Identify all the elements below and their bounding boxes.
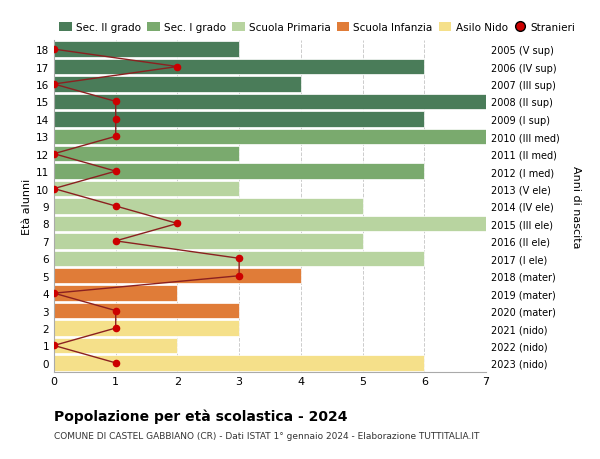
Y-axis label: Età alunni: Età alunni: [22, 179, 32, 235]
Point: [49, 46, 59, 54]
Bar: [54, 234, 362, 249]
Text: Popolazione per età scolastica - 2024: Popolazione per età scolastica - 2024: [54, 409, 347, 423]
Bar: [54, 338, 178, 353]
Point: [235, 273, 244, 280]
Y-axis label: Anni di nascita: Anni di nascita: [571, 165, 581, 248]
Point: [111, 203, 121, 210]
Point: [111, 307, 121, 314]
Bar: [54, 303, 239, 319]
Point: [111, 359, 121, 367]
Point: [111, 168, 121, 175]
Bar: [54, 355, 424, 371]
Bar: [54, 321, 239, 336]
Point: [111, 99, 121, 106]
Bar: [54, 251, 424, 266]
Bar: [54, 286, 178, 301]
Bar: [54, 42, 239, 58]
Bar: [54, 199, 362, 214]
Bar: [54, 216, 486, 232]
Bar: [54, 164, 424, 179]
Legend: Sec. II grado, Sec. I grado, Scuola Primaria, Scuola Infanzia, Asilo Nido, Stran: Sec. II grado, Sec. I grado, Scuola Prim…: [59, 22, 575, 33]
Bar: [54, 77, 301, 92]
Point: [173, 220, 182, 228]
Bar: [54, 112, 424, 127]
Point: [49, 81, 59, 89]
Point: [111, 325, 121, 332]
Point: [111, 238, 121, 245]
Point: [235, 255, 244, 263]
Bar: [54, 181, 239, 197]
Point: [111, 116, 121, 123]
Text: COMUNE DI CASTEL GABBIANO (CR) - Dati ISTAT 1° gennaio 2024 - Elaborazione TUTTI: COMUNE DI CASTEL GABBIANO (CR) - Dati IS…: [54, 431, 479, 441]
Point: [111, 133, 121, 140]
Point: [49, 185, 59, 193]
Point: [173, 64, 182, 71]
Bar: [54, 147, 239, 162]
Point: [49, 290, 59, 297]
Bar: [54, 95, 486, 110]
Bar: [54, 60, 424, 75]
Point: [49, 151, 59, 158]
Bar: [54, 129, 486, 145]
Bar: [54, 269, 301, 284]
Point: [49, 342, 59, 349]
